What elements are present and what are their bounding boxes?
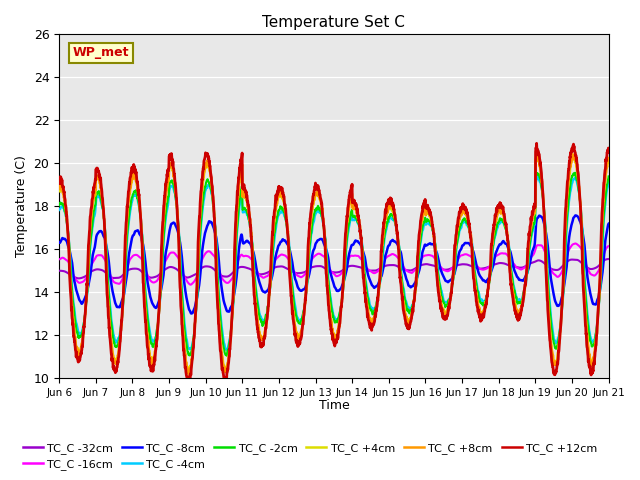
Title: Temperature Set C: Temperature Set C: [262, 15, 405, 30]
X-axis label: Time: Time: [319, 399, 349, 412]
Legend: TC_C -32cm, TC_C -16cm, TC_C -8cm, TC_C -4cm, TC_C -2cm, TC_C +4cm, TC_C +8cm, T: TC_C -32cm, TC_C -16cm, TC_C -8cm, TC_C …: [19, 438, 602, 474]
Text: WP_met: WP_met: [73, 46, 129, 60]
Y-axis label: Temperature (C): Temperature (C): [15, 155, 28, 257]
